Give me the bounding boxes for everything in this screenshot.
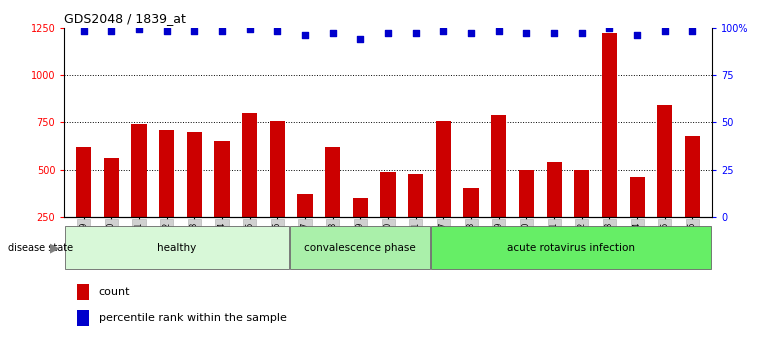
- Point: [409, 30, 422, 36]
- Point: [299, 32, 311, 38]
- Text: acute rotavirus infection: acute rotavirus infection: [507, 243, 635, 253]
- Point: [271, 29, 284, 34]
- Bar: [76, 147, 91, 265]
- Bar: [602, 33, 617, 265]
- Point: [382, 30, 394, 36]
- Point: [520, 30, 532, 36]
- Point: [465, 30, 477, 36]
- Bar: [325, 147, 340, 265]
- Bar: [630, 177, 644, 265]
- Point: [659, 29, 671, 34]
- Bar: [103, 158, 119, 265]
- Bar: [78, 310, 89, 326]
- Point: [105, 29, 118, 34]
- Bar: [463, 188, 479, 265]
- Text: percentile rank within the sample: percentile rank within the sample: [99, 313, 286, 323]
- FancyBboxPatch shape: [290, 226, 430, 269]
- Point: [132, 27, 145, 32]
- Bar: [159, 130, 174, 265]
- Text: ▶: ▶: [50, 241, 60, 254]
- Bar: [187, 132, 202, 265]
- Bar: [408, 174, 423, 265]
- Text: convalescence phase: convalescence phase: [304, 243, 416, 253]
- Text: healthy: healthy: [158, 243, 197, 253]
- Bar: [436, 120, 451, 265]
- Bar: [270, 120, 285, 265]
- Bar: [353, 198, 368, 265]
- Point: [216, 29, 228, 34]
- Point: [492, 29, 505, 34]
- Point: [326, 30, 339, 36]
- Bar: [491, 115, 506, 265]
- Point: [437, 29, 450, 34]
- Point: [161, 29, 173, 34]
- Text: count: count: [99, 287, 130, 297]
- Bar: [78, 284, 89, 300]
- Bar: [380, 172, 396, 265]
- Point: [78, 29, 90, 34]
- Bar: [657, 105, 673, 265]
- Text: GDS2048 / 1839_at: GDS2048 / 1839_at: [64, 12, 186, 25]
- Bar: [242, 113, 257, 265]
- Bar: [574, 170, 590, 265]
- Point: [603, 25, 615, 30]
- Bar: [519, 170, 534, 265]
- Point: [575, 30, 588, 36]
- Point: [354, 36, 367, 42]
- FancyBboxPatch shape: [65, 226, 289, 269]
- Point: [686, 29, 699, 34]
- FancyBboxPatch shape: [431, 226, 711, 269]
- Point: [631, 32, 644, 38]
- Point: [244, 27, 256, 32]
- Point: [548, 30, 561, 36]
- Bar: [214, 141, 230, 265]
- Bar: [685, 136, 700, 265]
- Text: disease state: disease state: [8, 243, 73, 253]
- Bar: [297, 194, 313, 265]
- Point: [188, 29, 201, 34]
- Bar: [132, 124, 147, 265]
- Bar: [546, 162, 562, 265]
